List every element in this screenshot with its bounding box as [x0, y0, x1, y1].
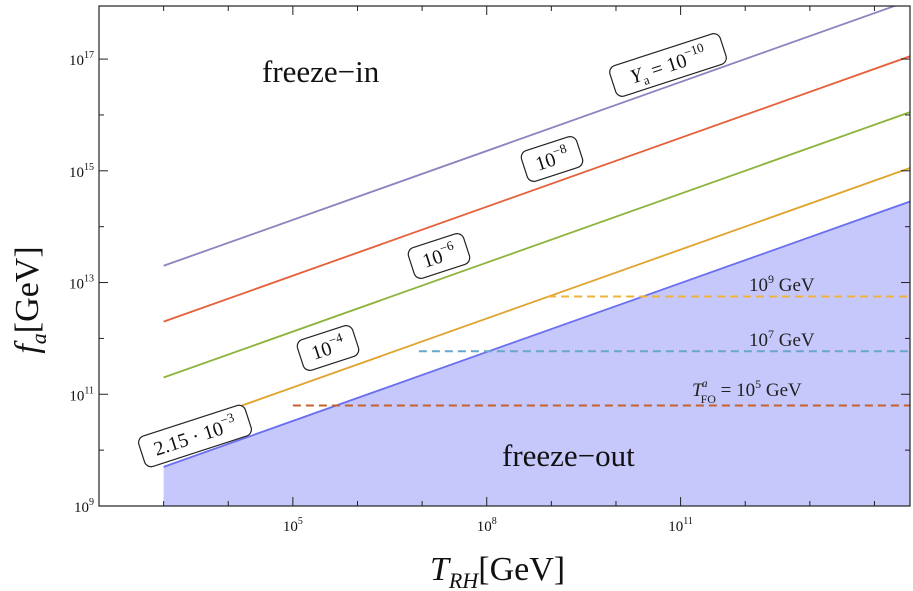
region-label-freeze-out: freeze−out	[502, 438, 635, 473]
y-tick-label-1e17: 1017	[69, 50, 94, 69]
tfo-label-1e7: 107 GeV	[749, 327, 815, 351]
contour-label-1e-4: 10−4	[296, 325, 360, 371]
tfo-label-1e5: Ta FO = 105 GeV	[692, 376, 802, 406]
series-line-2.15e-3	[163, 200, 910, 468]
svg-text:10−4: 10−4	[308, 329, 349, 364]
region-label-freeze-in: freeze−in	[262, 54, 380, 89]
x-axis-title: TRH[GeV]	[430, 551, 565, 591]
series-line-1e-4	[163, 167, 910, 435]
y-tick-label-1e15: 1015	[69, 162, 94, 181]
x-tick-label-1e11: 1011	[668, 516, 693, 535]
contour-label-1e-6: 10−6	[407, 233, 471, 279]
contour-label-1e-8: 10−8	[520, 136, 584, 182]
plot-frame	[98, 5, 911, 507]
series-line-1e-8	[163, 55, 910, 323]
y-tick-label-1e11: 1011	[69, 385, 94, 404]
x-tick-label-1e5: 105	[283, 516, 303, 535]
y-tick-label-1e13: 1013	[69, 274, 94, 293]
freeze-out-region	[163, 201, 910, 506]
tfo-label-1e9: 109 GeV	[749, 272, 815, 296]
series-line-ya-1e-10	[163, 6, 897, 267]
y-tick-label-1e9: 109	[74, 497, 94, 516]
y-axis-title: fa[GeV]	[9, 246, 51, 353]
series-line-1e-6	[163, 111, 910, 379]
x-tick-label-1e8: 108	[477, 516, 497, 535]
contour-label-ya-1e-10: Ya = 10−10	[609, 33, 727, 97]
